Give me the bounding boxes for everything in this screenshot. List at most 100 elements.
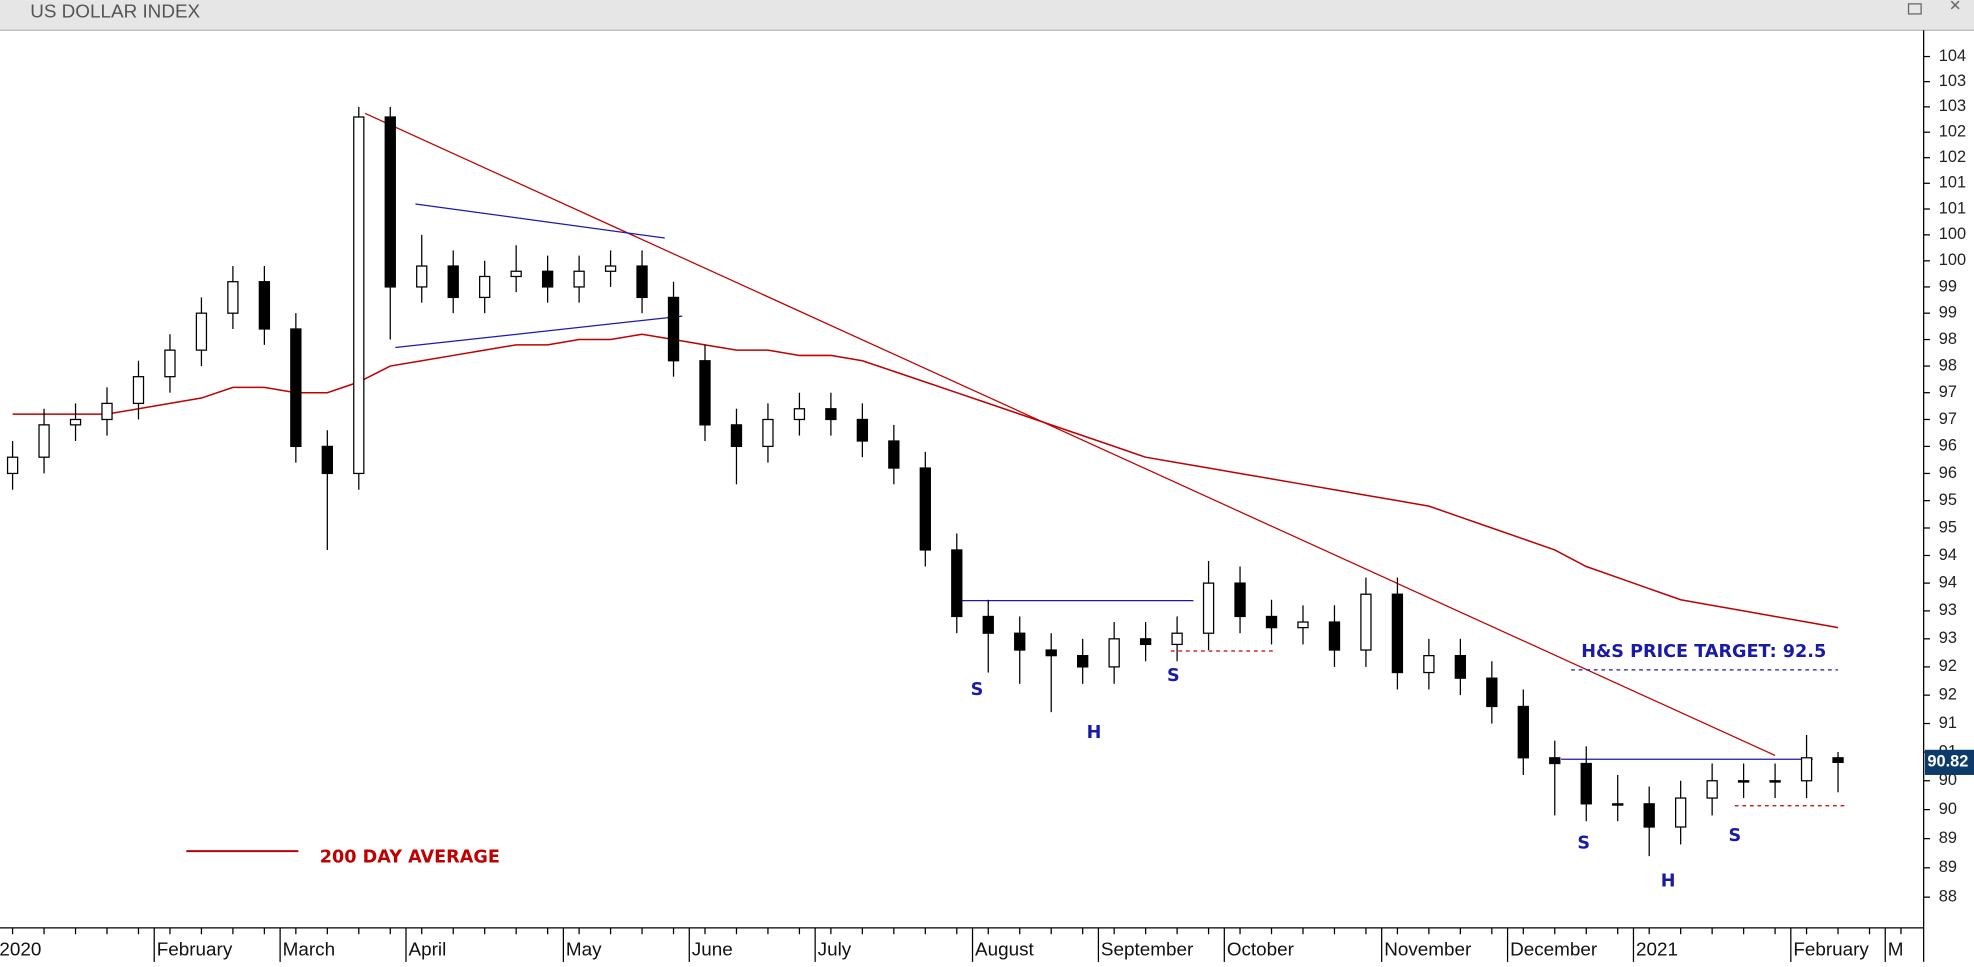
candle-body	[1454, 655, 1467, 679]
candle-body	[1706, 780, 1718, 799]
y-tick-label: 101	[1939, 174, 1966, 192]
annotation: S	[1728, 826, 1741, 846]
candle-body	[1077, 655, 1089, 668]
x-tick-label: April	[409, 940, 447, 961]
candle-body	[888, 440, 900, 469]
candle-body	[1737, 780, 1750, 783]
candle-body	[1045, 649, 1057, 657]
candle-body	[1769, 780, 1781, 783]
y-tick-label: 100	[1939, 251, 1966, 269]
y-tick-label: 98	[1939, 330, 1957, 348]
y-tick-label: 96	[1939, 464, 1957, 482]
y-tick-label: 89	[1939, 858, 1957, 876]
candle-body	[793, 408, 806, 421]
candle-body	[1297, 621, 1309, 629]
x-tick-label: March	[283, 940, 335, 961]
candle-body	[1549, 757, 1561, 765]
candle-body	[951, 549, 963, 618]
candle-body	[636, 265, 648, 299]
y-tick-label: 96	[1939, 437, 1957, 455]
y-tick-label: 95	[1939, 518, 1957, 536]
candle-body	[1360, 593, 1372, 651]
legend-label: 200 DAY AVERAGE	[320, 847, 500, 867]
y-tick-label: 92	[1939, 657, 1957, 675]
candle-body	[667, 296, 680, 362]
y-tick-label: 88	[1939, 887, 1957, 905]
candle-body	[1800, 757, 1813, 782]
candle-body	[321, 445, 333, 475]
candle-body	[290, 328, 302, 448]
candle-body	[164, 349, 176, 378]
chart-title: US DOLLAR INDEX	[30, 2, 200, 23]
downtrend-line	[364, 112, 1776, 757]
annotation: H&S PRICE TARGET: 92.5	[1581, 642, 1826, 662]
candle-body	[919, 467, 931, 551]
candle-body	[1517, 705, 1529, 759]
candle-body	[447, 265, 459, 299]
candle-body	[1391, 593, 1404, 674]
annotation: S	[1577, 834, 1590, 854]
y-tick-label: 99	[1939, 277, 1957, 295]
candle-body	[101, 402, 113, 421]
y-tick-label: 97	[1939, 410, 1957, 428]
annotation: H	[1087, 723, 1102, 743]
candle-body	[1612, 803, 1624, 806]
x-tick-label: M	[1888, 940, 1904, 961]
y-tick-label: 103	[1939, 72, 1966, 90]
last-value-label: 90.82	[1927, 753, 1968, 771]
candle-body	[195, 312, 208, 351]
y-tick-label: 100	[1939, 225, 1966, 243]
y-tick-label: 104	[1939, 47, 1966, 65]
candle-body	[1139, 638, 1152, 646]
candle-body	[132, 376, 145, 405]
candle-body	[258, 281, 271, 330]
x-tick-label: May	[566, 940, 602, 961]
candle-body	[604, 265, 617, 272]
candle-body	[1014, 632, 1026, 651]
moving-average	[12, 333, 1839, 629]
window-icon[interactable]	[1907, 3, 1922, 15]
y-tick-label: 89	[1939, 829, 1957, 847]
candle-body	[730, 424, 743, 448]
x-tick-label: November	[1384, 940, 1471, 961]
y-tick-label: 90	[1939, 800, 1957, 818]
candle-body	[1643, 803, 1655, 828]
candle-body	[1580, 762, 1592, 805]
x-tick-label: February	[1793, 940, 1869, 961]
y-tick-label: 102	[1939, 148, 1966, 166]
x-tick-label: December	[1510, 940, 1597, 961]
candle-body	[1832, 757, 1844, 763]
y-tick-label: 91	[1939, 714, 1957, 732]
y-tick-label: 98	[1939, 356, 1957, 374]
candle-body	[573, 270, 585, 288]
y-tick-label: 93	[1939, 601, 1957, 619]
x-tick-label: 2020	[0, 940, 41, 961]
x-tick-label: October	[1227, 940, 1294, 961]
y-tick-label: 103	[1939, 97, 1966, 115]
candle-body	[353, 116, 365, 475]
candle-body	[1108, 638, 1120, 668]
candle-body	[1328, 621, 1341, 651]
y-tick-label: 95	[1939, 491, 1957, 509]
candle-body	[699, 360, 711, 426]
candle-body	[1202, 582, 1215, 634]
y-tick-label: 93	[1939, 629, 1957, 647]
candle-body	[1423, 655, 1435, 674]
y-tick-label: 97	[1939, 383, 1957, 401]
close-icon[interactable]: ✕	[1949, 0, 1962, 14]
triangle-lower	[395, 315, 683, 349]
x-tick-label: August	[975, 940, 1035, 961]
candle-body	[856, 418, 869, 442]
title-bar	[0, 0, 1974, 31]
candle-body	[1675, 797, 1687, 828]
y-tick-label: 90	[1939, 771, 1957, 789]
annotation: S	[1167, 666, 1180, 686]
last-value-badge	[1924, 749, 1974, 775]
x-tick-label: February	[157, 940, 233, 961]
y-tick-label: 102	[1939, 123, 1966, 141]
candle-body	[384, 116, 396, 288]
candle-body	[1265, 615, 1278, 629]
y-tick-label: 99	[1939, 304, 1957, 322]
